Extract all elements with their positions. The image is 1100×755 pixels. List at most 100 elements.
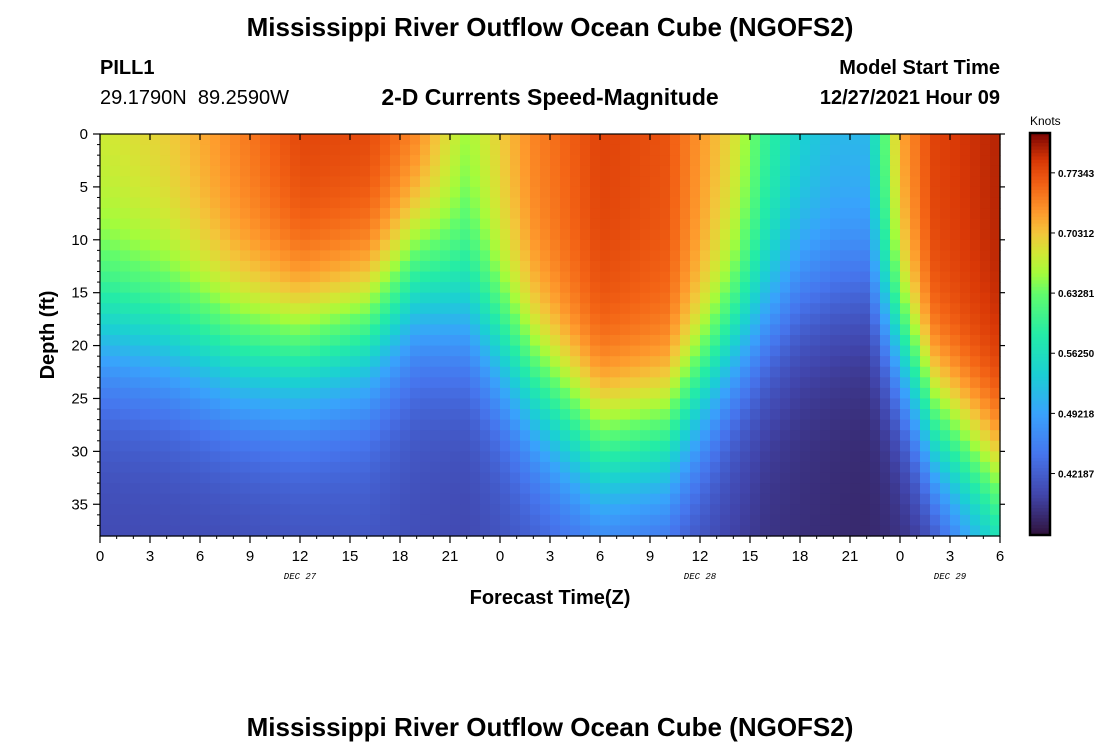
heatmap-cell bbox=[780, 197, 791, 209]
heatmap-cell bbox=[110, 165, 121, 177]
colorbar-swatch bbox=[1030, 407, 1050, 412]
heatmap-cell bbox=[670, 514, 681, 527]
heatmap-cell bbox=[670, 134, 681, 146]
heatmap-cell bbox=[500, 239, 511, 251]
heatmap-cell bbox=[140, 398, 151, 410]
heatmap-cell bbox=[380, 303, 391, 315]
heatmap-cell bbox=[710, 208, 721, 220]
heatmap-cell bbox=[420, 186, 431, 199]
heatmap-cell bbox=[360, 472, 371, 484]
heatmap-cell bbox=[130, 208, 141, 220]
heatmap-cell bbox=[160, 260, 171, 273]
model-start-value: 12/27/2021 Hour 09 bbox=[820, 87, 1000, 109]
heatmap-cell bbox=[580, 229, 591, 241]
heatmap-cell bbox=[790, 345, 801, 357]
heatmap-cell bbox=[670, 282, 681, 294]
heatmap-cell bbox=[600, 229, 611, 241]
heatmap-cell bbox=[200, 483, 211, 495]
heatmap-cell bbox=[120, 345, 131, 357]
heatmap-cell bbox=[610, 313, 621, 326]
heatmap-cell bbox=[800, 430, 811, 442]
heatmap-cell bbox=[400, 186, 411, 199]
heatmap-cell bbox=[810, 345, 821, 357]
heatmap-cell bbox=[760, 419, 771, 431]
colorbar-swatch bbox=[1030, 300, 1050, 305]
heatmap-cell bbox=[460, 292, 471, 304]
heatmap-cell bbox=[390, 504, 401, 516]
heatmap-cell bbox=[700, 197, 711, 209]
heatmap-cell bbox=[330, 229, 341, 241]
heatmap-cell bbox=[210, 366, 221, 378]
heatmap-cell bbox=[810, 292, 821, 304]
heatmap-cell bbox=[580, 208, 591, 220]
heatmap-cell bbox=[370, 430, 381, 442]
heatmap-cell bbox=[320, 155, 331, 167]
heatmap-cell bbox=[410, 303, 421, 315]
heatmap-cell bbox=[490, 134, 501, 146]
heatmap-cell bbox=[890, 218, 901, 230]
heatmap-cell bbox=[140, 440, 151, 452]
heatmap-cell bbox=[590, 461, 601, 474]
heatmap-cell bbox=[340, 324, 351, 336]
heatmap-cell bbox=[860, 186, 871, 199]
heatmap-cell bbox=[260, 335, 271, 347]
heatmap-cell bbox=[600, 271, 611, 283]
heatmap-cell bbox=[950, 324, 961, 336]
heatmap-cell bbox=[560, 324, 571, 336]
heatmap-cell bbox=[210, 197, 221, 209]
heatmap-cell bbox=[880, 504, 891, 516]
heatmap-cell bbox=[370, 260, 381, 273]
heatmap-cell bbox=[240, 493, 251, 505]
heatmap-cell bbox=[220, 218, 231, 230]
heatmap-cell bbox=[150, 144, 161, 156]
heatmap-cell bbox=[420, 282, 431, 294]
heatmap-cell bbox=[570, 398, 581, 410]
heatmap-cell bbox=[420, 176, 431, 188]
heatmap-cell bbox=[950, 260, 961, 273]
heatmap-cell bbox=[130, 144, 141, 156]
heatmap-cell bbox=[590, 239, 601, 251]
heatmap-cell bbox=[220, 176, 231, 188]
heatmap-cell bbox=[490, 525, 501, 537]
heatmap-cell bbox=[170, 165, 181, 177]
heatmap-cell bbox=[930, 282, 941, 294]
heatmap-cell bbox=[590, 430, 601, 442]
heatmap-cell bbox=[410, 208, 421, 220]
heatmap-cell bbox=[170, 282, 181, 294]
colorbar-swatch bbox=[1030, 226, 1050, 231]
heatmap-cell bbox=[530, 472, 541, 484]
heatmap-cell bbox=[940, 250, 951, 262]
heatmap-cell bbox=[530, 377, 541, 389]
heatmap-cell bbox=[150, 134, 161, 146]
heatmap-cell bbox=[510, 134, 521, 146]
heatmap-cell bbox=[520, 366, 531, 378]
heatmap-cell bbox=[520, 335, 531, 347]
colorbar-swatch bbox=[1030, 146, 1050, 151]
heatmap-cell bbox=[210, 186, 221, 199]
heatmap-cell bbox=[480, 493, 491, 505]
heatmap-cell bbox=[280, 493, 291, 505]
heatmap-cell bbox=[430, 313, 441, 326]
heatmap-cell bbox=[980, 377, 991, 389]
heatmap-cell bbox=[950, 345, 961, 357]
heatmap-cell bbox=[310, 356, 321, 368]
heatmap-cell bbox=[810, 208, 821, 220]
heatmap-cell bbox=[300, 419, 311, 431]
heatmap-cell bbox=[610, 419, 621, 431]
heatmap-cell bbox=[260, 303, 271, 315]
heatmap-cell bbox=[520, 345, 531, 357]
heatmap-cell bbox=[410, 525, 421, 537]
heatmap-cell bbox=[280, 292, 291, 304]
heatmap-cell bbox=[730, 472, 741, 484]
heatmap-cell bbox=[840, 176, 851, 188]
heatmap-cell bbox=[550, 271, 561, 283]
heatmap-cell bbox=[630, 451, 641, 463]
heatmap-cell bbox=[950, 271, 961, 283]
x-tick-label: 3 bbox=[146, 548, 154, 565]
heatmap-cell bbox=[500, 335, 511, 347]
heatmap-cell bbox=[250, 461, 261, 474]
heatmap-cell bbox=[470, 409, 481, 421]
heatmap-cell bbox=[170, 229, 181, 241]
heatmap-cell bbox=[120, 218, 131, 230]
